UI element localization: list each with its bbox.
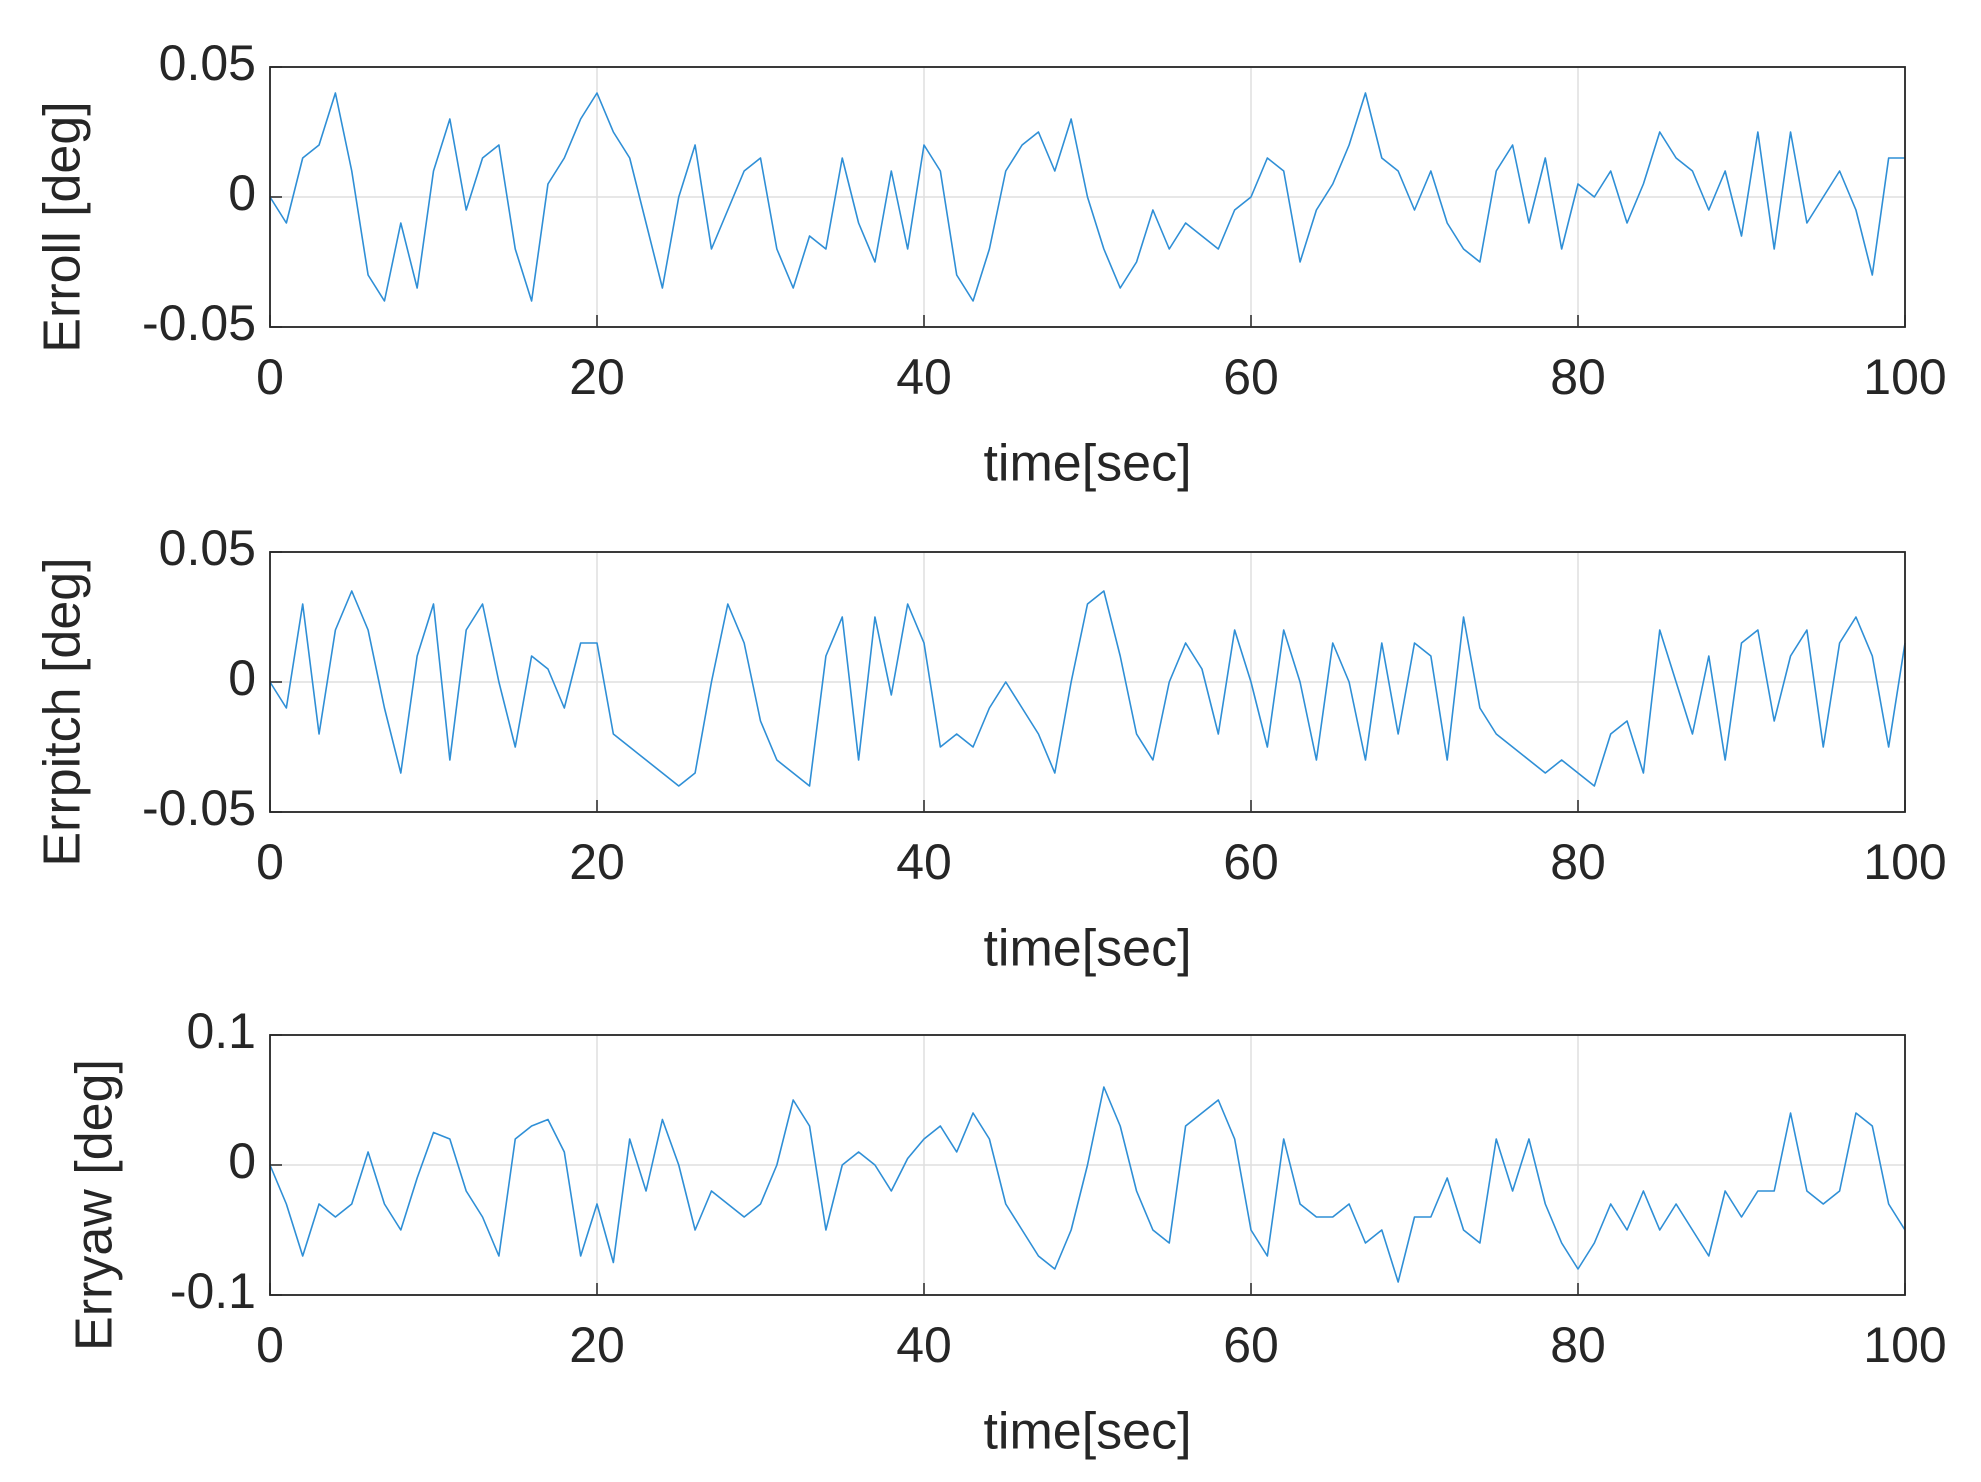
x-tick-label: 80 [1550,834,1606,890]
x-tick-label: 40 [896,834,952,890]
x-axis-label: time[sec] [983,1403,1191,1461]
y-tick-label: -0.1 [170,1263,256,1319]
y-tick-label: -0.05 [142,780,256,836]
x-tick-label: 100 [1863,834,1946,890]
x-tick-label: 0 [256,1317,284,1373]
axes-box [269,66,1906,328]
y-tick-label: 0.05 [159,35,256,91]
x-tick-label: 100 [1863,349,1946,405]
axes-box [269,1034,1906,1296]
y-tick-label: -0.05 [142,295,256,351]
y-axis-label: Erryaw [deg] [66,1059,124,1351]
x-tick-label: 80 [1550,1317,1606,1373]
y-tick-label: 0 [228,650,256,706]
x-tick-label: 0 [256,349,284,405]
y-tick-label: 0 [228,1133,256,1189]
y-tick-label: 0.05 [159,520,256,576]
x-tick-label: 40 [896,349,952,405]
y-tick-label: 0 [228,165,256,221]
y-axis-label: Erroll [deg] [34,101,92,352]
axes-box [269,551,1906,813]
x-axis-label: time[sec] [983,920,1191,978]
x-axis-label: time[sec] [983,435,1191,493]
x-tick-label: 20 [569,834,625,890]
x-tick-label: 60 [1223,1317,1279,1373]
x-tick-label: 20 [569,349,625,405]
data-line [269,590,1906,787]
x-tick-label: 60 [1223,349,1279,405]
y-axis-label: Errpitch [deg] [34,557,92,866]
x-tick-label: 0 [256,834,284,890]
x-tick-label: 60 [1223,834,1279,890]
data-line [269,92,1905,302]
x-tick-label: 80 [1550,349,1606,405]
data-line [269,1086,1906,1283]
x-tick-label: 40 [896,1317,952,1373]
x-tick-label: 20 [569,1317,625,1373]
x-tick-label: 100 [1863,1317,1946,1373]
y-tick-label: 0.1 [186,1003,256,1059]
